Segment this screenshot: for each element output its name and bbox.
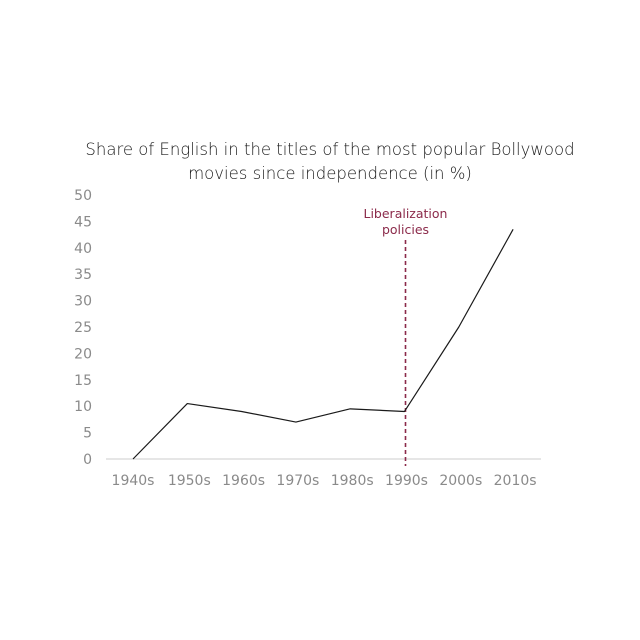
y-tick-label-50: 50 (74, 188, 92, 204)
data-point-1980s (349, 408, 351, 410)
data-point-2000s (458, 326, 460, 328)
data-point-1990s (404, 410, 406, 412)
y-axis: 0 5 10 15 20 25 30 35 40 45 50 (74, 188, 92, 468)
y-tick-label-35: 35 (74, 267, 92, 283)
chart-title-line-2: movies since independence (in %) (188, 164, 472, 183)
x-axis: 1940s 1950s 1960s 1970s 1980s 1990s 2000s 2010s (112, 473, 537, 489)
x-tick-label-1960s: 1960s (222, 473, 265, 489)
annotation-label-line-2: policies (382, 222, 429, 237)
y-tick-label-45: 45 (74, 214, 92, 230)
y-tick-label-5: 5 (83, 426, 92, 442)
x-tick-label-2000s: 2000s (439, 473, 482, 489)
y-tick-label-20: 20 (74, 346, 92, 362)
y-tick-label-40: 40 (74, 241, 92, 257)
y-tick-label-30: 30 (74, 294, 92, 310)
x-tick-label-2010s: 2010s (494, 473, 537, 489)
x-tick-label-1950s: 1950s (168, 473, 211, 489)
y-tick-label-15: 15 (74, 373, 92, 389)
data-point-1960s (241, 410, 243, 412)
x-tick-label-1970s: 1970s (276, 473, 319, 489)
data-point-1970s (295, 421, 297, 423)
x-tick-label-1940s: 1940s (112, 473, 155, 489)
y-tick-label-0: 0 (83, 452, 92, 468)
chart-title: Share of English in the titles of the mo… (60, 138, 600, 186)
y-tick-label-25: 25 (74, 320, 92, 336)
series-line (132, 229, 514, 460)
data-point-1940s (132, 458, 134, 460)
y-tick-label-10: 10 (74, 399, 92, 415)
series-points (132, 228, 514, 460)
data-point-2010s (512, 228, 514, 230)
x-tick-label-1990s: 1990s (385, 473, 428, 489)
chart-title-line-1: Share of English in the titles of the mo… (85, 140, 575, 159)
annotation-label-line-1: Liberalization (364, 206, 448, 221)
data-point-1950s (186, 403, 188, 405)
x-tick-label-1980s: 1980s (331, 473, 374, 489)
